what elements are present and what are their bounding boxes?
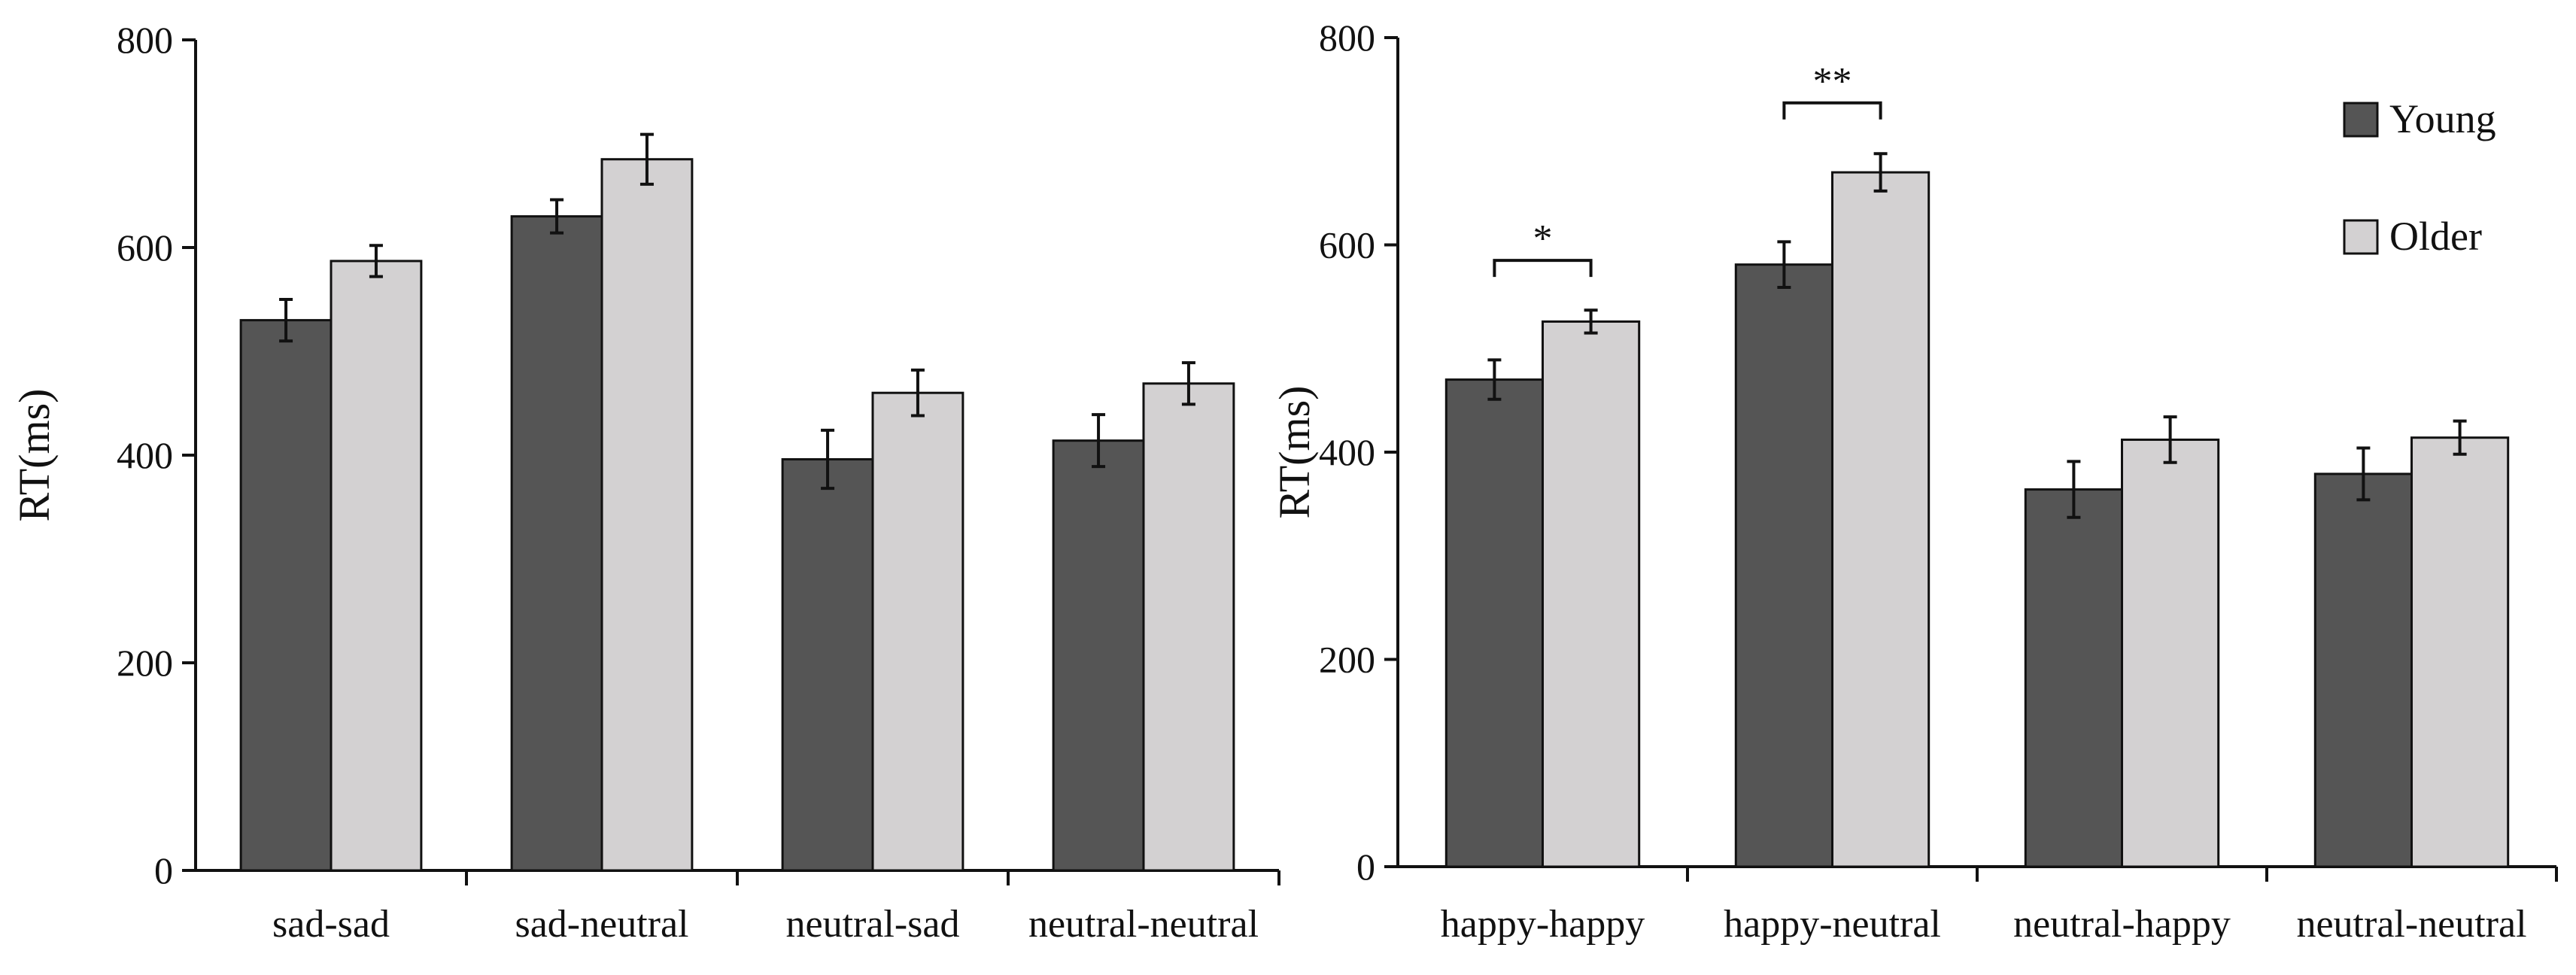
y-tick-label: 600 xyxy=(1319,224,1375,266)
bar-young xyxy=(1052,439,1145,872)
y-tick-label: 200 xyxy=(1319,639,1375,681)
category-label: neutral-happy xyxy=(2013,903,2231,946)
bar-older xyxy=(1831,171,1930,868)
category-label: sad-sad xyxy=(272,903,390,946)
bar-young xyxy=(2024,488,2123,868)
y-tick-label: 600 xyxy=(117,226,173,269)
right-panel-happy-conditions: 0 200 400 600 800 RT(ms) happy-happy happy-neut… xyxy=(1270,17,2558,946)
category-label: neutral-neutral xyxy=(2296,903,2526,946)
bar-older xyxy=(2410,436,2510,868)
legend: Young Older xyxy=(2343,96,2496,259)
y-tick-label: 200 xyxy=(117,642,173,684)
bar-young xyxy=(2313,472,2413,868)
legend-item-young: Young xyxy=(2343,96,2496,141)
y-axis-title: RT(ms) xyxy=(10,389,59,522)
y-tick-label: 400 xyxy=(117,434,173,476)
legend-item-older: Older xyxy=(2343,214,2482,259)
legend-label-young: Young xyxy=(2389,96,2496,141)
bar-young xyxy=(510,215,603,872)
left-panel-sad-conditions: 0 200 400 600 800 RT(ms) sad-sad sad-neutral neu… xyxy=(10,19,1280,946)
bar-older xyxy=(2121,438,2220,868)
legend-swatch-young xyxy=(2343,102,2379,138)
bar-older xyxy=(330,260,423,872)
category-label: happy-neutral xyxy=(1724,903,1941,946)
category-label: happy-happy xyxy=(1441,903,1645,946)
bar-older xyxy=(600,158,694,872)
y-tick-label: 800 xyxy=(1319,17,1375,59)
significance-bracket xyxy=(1493,259,1593,278)
significance-bracket xyxy=(1782,101,1882,120)
bar-older xyxy=(871,391,964,872)
y-tick-label: 0 xyxy=(154,849,173,891)
bar-older xyxy=(1542,320,1641,868)
y-axis-title: RT(ms) xyxy=(1270,386,1319,519)
bar-young xyxy=(1444,378,1545,868)
bar-young xyxy=(781,458,874,872)
category-label: sad-neutral xyxy=(515,903,688,946)
y-tick-label: 0 xyxy=(1356,846,1375,888)
legend-swatch-older xyxy=(2343,219,2379,255)
significance-marker: * xyxy=(1533,217,1553,260)
category-label: neutral-sad xyxy=(785,903,959,946)
bar-young xyxy=(239,319,333,872)
bar-young xyxy=(1734,263,1833,868)
legend-label-older: Older xyxy=(2389,214,2482,259)
y-tick-label: 400 xyxy=(1319,431,1375,473)
category-label: neutral-neutral xyxy=(1028,903,1259,946)
significance-marker: ** xyxy=(1813,60,1852,103)
bar-older xyxy=(1142,382,1235,872)
y-tick-label: 800 xyxy=(117,19,173,61)
